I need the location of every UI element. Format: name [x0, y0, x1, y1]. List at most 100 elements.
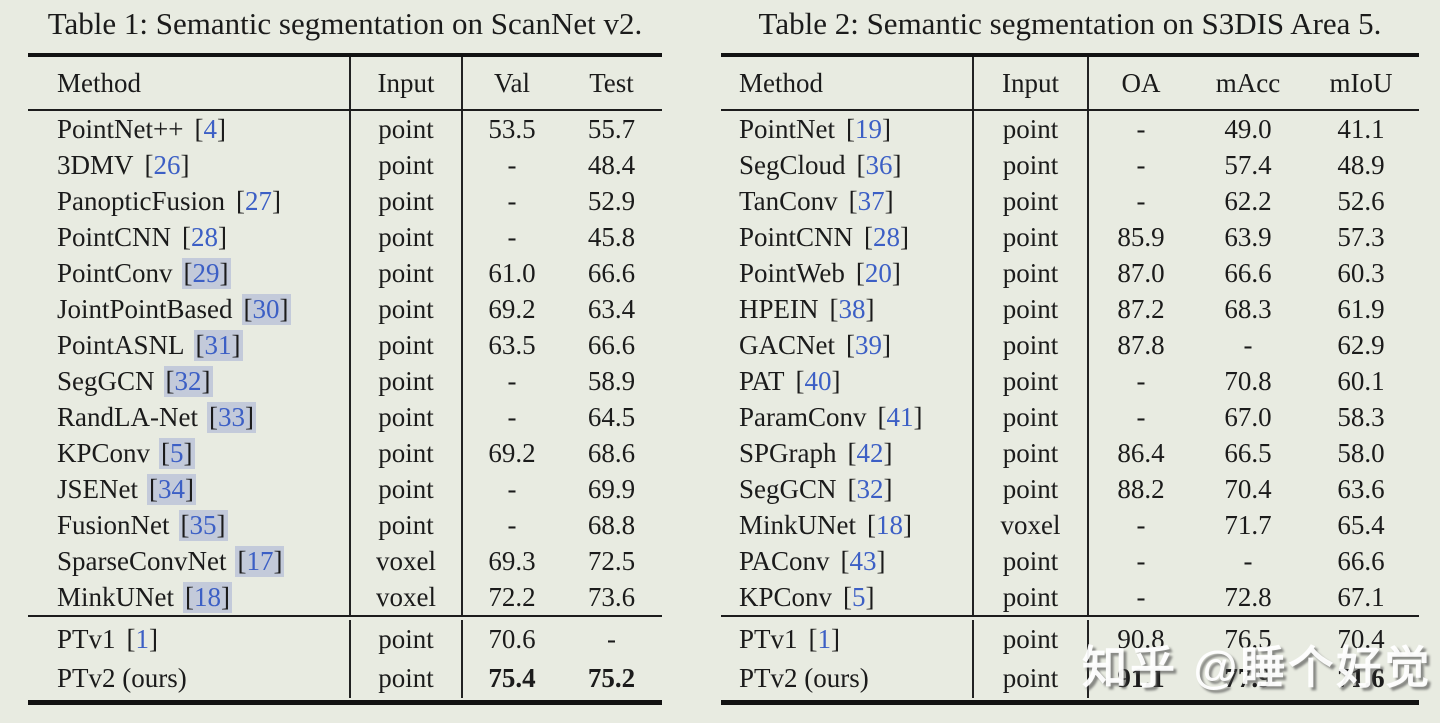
table-1-caption: Table 1: Semantic segmentation on ScanNe…	[47, 6, 643, 41]
citation-link[interactable]: [33]	[206, 401, 256, 433]
input-cell: point	[349, 659, 461, 698]
value-cell: 62.2	[1224, 185, 1272, 216]
citation-number: 35	[189, 509, 217, 540]
citation-link[interactable]: [32]	[847, 473, 893, 504]
citation-link[interactable]: [38]	[829, 293, 875, 324]
citation-link[interactable]: [18]	[867, 509, 912, 540]
method-name: PAConv	[739, 545, 830, 576]
method-cell: JSENet [34]	[28, 471, 349, 507]
value-cell: 72.5	[587, 545, 636, 576]
column-header: mIoU	[1329, 67, 1393, 98]
method-cell: HPEIN [38]	[721, 291, 972, 327]
table-row: RandLA-Net [33] point -64.5	[28, 399, 662, 435]
method-name: PointCNN	[57, 221, 172, 252]
citation-link[interactable]: [37]	[848, 185, 894, 216]
citation-link[interactable]: [17]	[235, 545, 285, 577]
column-header: Input	[349, 57, 461, 109]
value-cell: 91.1	[1087, 659, 1193, 698]
value-cell: 67.0	[1224, 401, 1272, 432]
citation-link[interactable]: [39]	[846, 329, 891, 360]
value-cell: 65.4	[1337, 509, 1385, 540]
citation-link[interactable]: [1]	[126, 624, 159, 654]
citation-link[interactable]: [27]	[236, 185, 282, 216]
citation-link[interactable]: [42]	[847, 437, 893, 468]
input-cell: point	[349, 471, 461, 507]
input-cell: point	[972, 579, 1087, 615]
method-cell: PointNet [19]	[721, 111, 972, 147]
method-cell: FusionNet [35]	[28, 507, 349, 543]
input-cell: point	[349, 183, 461, 219]
citation-link[interactable]: [1]	[808, 624, 841, 654]
method-name: PointASNL	[57, 329, 185, 360]
method-cell: RandLA-Net [33]	[28, 399, 349, 435]
citation-link[interactable]: [18]	[183, 581, 232, 613]
citation-link[interactable]: [20]	[855, 257, 901, 288]
citation-link[interactable]: [4]	[194, 113, 226, 144]
value-cell: 76.5	[1224, 624, 1272, 654]
citation-number: 28	[873, 221, 901, 252]
method-cell: PTv2 (ours)	[721, 659, 972, 698]
value-cell: 49.0	[1224, 113, 1272, 144]
citation-number: 42	[856, 437, 884, 468]
citation-link[interactable]: [41]	[877, 401, 923, 432]
value-cell: -	[1087, 507, 1193, 543]
table-row: PointNet++ [4] point 53.5 55.7	[28, 111, 662, 147]
method-name: SegGCN	[739, 473, 837, 504]
citation-number: 43	[849, 545, 877, 576]
citation-link[interactable]: [28]	[864, 221, 910, 252]
value-cell: -	[461, 471, 561, 507]
method-name: MinkUNet	[739, 509, 856, 540]
table-row: JointPointBased [30] point 69.2 63.4	[28, 291, 662, 327]
citation-link[interactable]: [28]	[182, 221, 228, 252]
citation-number: 34	[158, 473, 185, 504]
column-header: OA	[1087, 57, 1193, 109]
column-header: mAcc	[1215, 67, 1281, 98]
citation-link[interactable]: [30]	[241, 293, 291, 325]
citation-link[interactable]: [5]	[159, 437, 195, 469]
citation-number: 27	[245, 185, 273, 216]
method-name: PointCNN	[739, 221, 854, 252]
input-cell: point	[349, 111, 461, 147]
value-cell: 72.8	[1224, 581, 1272, 612]
method-name: MinkUNet	[57, 581, 174, 612]
method-cell: KPConv [5]	[721, 579, 972, 615]
table-row: PTv1 [1] point 90.8 76.5 70.4	[721, 620, 1419, 659]
citation-link[interactable]: [5]	[843, 581, 875, 612]
value-cell: 87.2	[1087, 291, 1193, 327]
citation-link[interactable]: [34]	[147, 473, 196, 505]
citation-link[interactable]: [32]	[163, 365, 213, 397]
value-cell: 63.9	[1224, 221, 1272, 252]
value-cell: 62.9	[1337, 329, 1385, 360]
table-row: SegGCN [32] point -58.9	[28, 363, 662, 399]
citation-link[interactable]: [26]	[144, 149, 190, 180]
table-row: PointConv [29] point 61.0 66.6	[28, 255, 662, 291]
method-cell: PAT [40]	[721, 363, 972, 399]
method-name: JSENet	[57, 473, 138, 504]
citation-number: 19	[855, 113, 883, 144]
value-cell: 58.9	[587, 365, 636, 396]
citation-link[interactable]: [35]	[178, 509, 228, 541]
citation-number: 40	[804, 365, 832, 396]
method-name: PAT	[739, 365, 785, 396]
citation-link[interactable]: [43]	[840, 545, 886, 576]
citation-number: 33	[217, 401, 245, 432]
citation-link[interactable]: [29]	[181, 257, 231, 289]
method-name: SPGraph	[739, 437, 837, 468]
method-name: PTv2 (ours)	[739, 663, 869, 693]
value-cell: 90.8	[1087, 620, 1193, 659]
value-cell: -	[461, 507, 561, 543]
citation-link[interactable]: [19]	[846, 113, 892, 144]
citation-link[interactable]: [40]	[795, 365, 841, 396]
method-name: PanopticFusion	[57, 185, 226, 216]
input-cell: point	[972, 291, 1087, 327]
column-header: Method	[57, 67, 141, 98]
input-cell: point	[972, 543, 1087, 579]
method-name: PTv1	[57, 624, 116, 654]
table-row: FusionNet [35] point -68.8	[28, 507, 662, 543]
citation-link[interactable]: [36]	[856, 149, 902, 180]
citation-link[interactable]: [31]	[193, 329, 243, 361]
value-cell: 77.9	[1224, 663, 1272, 693]
value-cell: 58.0	[1337, 437, 1385, 468]
method-name: PointConv	[57, 257, 173, 288]
method-name: PointNet++	[57, 113, 184, 144]
